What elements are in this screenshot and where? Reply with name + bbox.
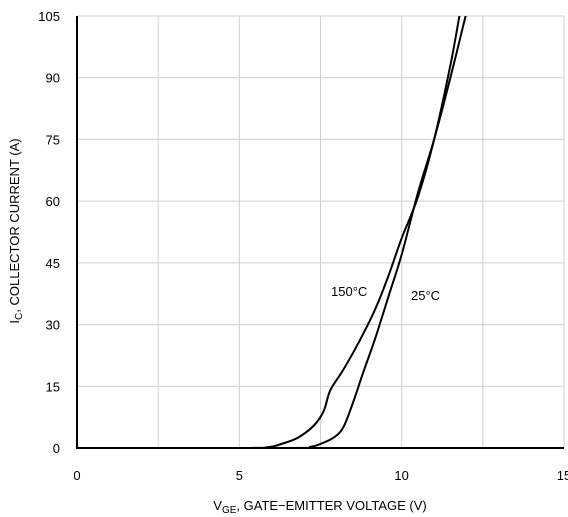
y-tick-label: 105 [38,9,60,24]
y-tick-label: 60 [46,194,60,209]
y-tick-label: 90 [46,71,60,86]
series-label-25c: 25°C [411,288,440,303]
y-tick-label: 0 [53,441,60,456]
y-tick-label: 45 [46,256,60,271]
x-tick-label: 10 [394,468,408,483]
x-tick-label: 5 [236,468,243,483]
axes [76,16,564,449]
x-axis-label-rest: , GATE−EMITTER VOLTAGE (V) [236,498,426,513]
y-tick-label: 15 [46,379,60,394]
y-tick-label: 30 [46,318,60,333]
tick-labels: 0 5 10 15 0 15 30 45 60 75 90 105 [38,9,568,483]
x-axis-label: VGE, GATE−EMITTER VOLTAGE (V) [213,498,426,516]
x-axis-label-prefix: V [213,498,222,513]
y-axis-label-prefix: I [7,320,22,324]
series-label-150c: 150°C [331,284,367,299]
x-axis-label-subscript: GE [222,505,237,516]
y-axis-label: IC, COLLECTOR CURRENT (A) [7,138,25,323]
y-axis-label-rest: , COLLECTOR CURRENT (A) [7,138,22,312]
x-tick-label: 15 [557,468,568,483]
y-axis-label-subscript: C [14,313,25,320]
y-tick-label: 75 [46,132,60,147]
x-tick-label: 0 [73,468,80,483]
gridlines [76,15,565,449]
series-line-150c [77,16,461,448]
